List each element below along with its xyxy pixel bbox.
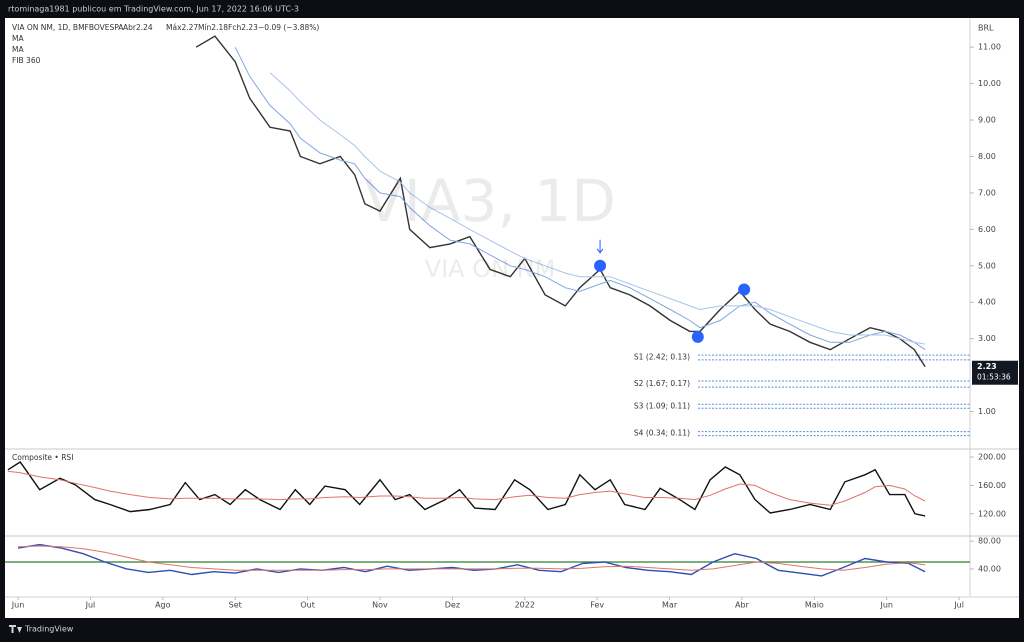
- x-tick-label: Ago: [155, 601, 171, 610]
- x-tick-label: Nov: [372, 601, 388, 610]
- indicator-label: FIB 360: [12, 56, 41, 65]
- x-tick-label: Maio: [805, 601, 824, 610]
- y-tick-label: 40.00: [978, 564, 1001, 573]
- pane-title: Composite • RSI: [12, 453, 73, 462]
- y-tick-label: 11.00: [978, 43, 1001, 52]
- x-tick-label: Jul: [953, 601, 964, 610]
- countdown: 01:53:36: [977, 373, 1011, 382]
- indicator-label: MA: [12, 34, 24, 43]
- pane-title: VIA ON NM, 1D, BMFBOVESPA: [12, 23, 124, 32]
- x-tick-label: Dez: [445, 601, 460, 610]
- last-price-box: [972, 360, 1018, 385]
- x-tick-label: Mar: [662, 601, 678, 610]
- signal-marker: [691, 330, 704, 343]
- y-tick-label: 3.00: [978, 334, 996, 343]
- series-line: [17, 543, 926, 577]
- indicator-label: MA: [12, 45, 24, 54]
- pane: [5, 543, 970, 577]
- last-price: 2.23: [977, 362, 997, 371]
- pane: [195, 35, 970, 437]
- y-tick-label: 160.00: [978, 481, 1006, 490]
- y-tick-label: 7.00: [978, 188, 996, 197]
- ohlc-value: −0.09 (−3.88%): [258, 23, 319, 32]
- x-tick-label: Jul: [85, 601, 96, 610]
- series-line: [7, 461, 926, 517]
- x-tick-label: 2022: [515, 601, 535, 610]
- signal-arrow: [596, 239, 604, 254]
- y-tick-label: 200.00: [978, 453, 1006, 462]
- pane: [7, 461, 926, 517]
- x-tick-label: Set: [229, 601, 242, 610]
- ohlc-value: Abr2.24: [123, 23, 153, 32]
- x-tick-label: Fev: [590, 601, 604, 610]
- author-line: rtominaga1981 publicou em TradingView.co…: [8, 5, 299, 14]
- x-tick-label: Jun: [879, 601, 893, 610]
- y-tick-label: 80.00: [978, 537, 1001, 546]
- series-line: [269, 72, 926, 345]
- y-tick-label: 4.00: [978, 298, 996, 307]
- signal-marker: [594, 259, 607, 272]
- y-tick-label: 5.00: [978, 261, 996, 270]
- series-line: [195, 35, 926, 368]
- ohlc-value: Mín2.18: [198, 23, 228, 32]
- x-tick-label: Out: [300, 601, 315, 610]
- watermark-subtitle: VIA ON NM: [425, 255, 556, 283]
- y-tick-label: 120.00: [978, 509, 1006, 518]
- y-tick-label: 10.00: [978, 79, 1001, 88]
- fib-label: S4 (0.34; 0.11): [634, 429, 690, 438]
- footer-bar: [0, 620, 1024, 638]
- brand-logo: [9, 625, 22, 633]
- fib-label: S3 (1.09; 0.11): [634, 401, 690, 410]
- ohlc-value: Fch2.23: [228, 23, 258, 32]
- fib-label: S2 (1.67; 0.17): [634, 379, 690, 388]
- y-tick-label: 6.00: [978, 225, 996, 234]
- brand: TradingView: [24, 625, 74, 634]
- signal-marker: [738, 283, 751, 296]
- fib-label: S1 (2.42; 0.13): [634, 352, 690, 361]
- series-line: [234, 46, 926, 351]
- y-tick-label: 1.00: [978, 407, 996, 416]
- y-tick-label: 9.00: [978, 116, 996, 125]
- ohlc-value: Máx2.27: [166, 23, 198, 32]
- series-line: [7, 470, 926, 506]
- y-tick-label: 8.00: [978, 152, 996, 161]
- x-tick-label: Jun: [11, 601, 25, 610]
- x-tick-label: Abr: [735, 601, 750, 610]
- chart-area: [5, 18, 1019, 618]
- currency: BRL: [978, 24, 994, 33]
- series-line: [17, 545, 926, 571]
- watermark: VIA3, 1D: [364, 167, 616, 235]
